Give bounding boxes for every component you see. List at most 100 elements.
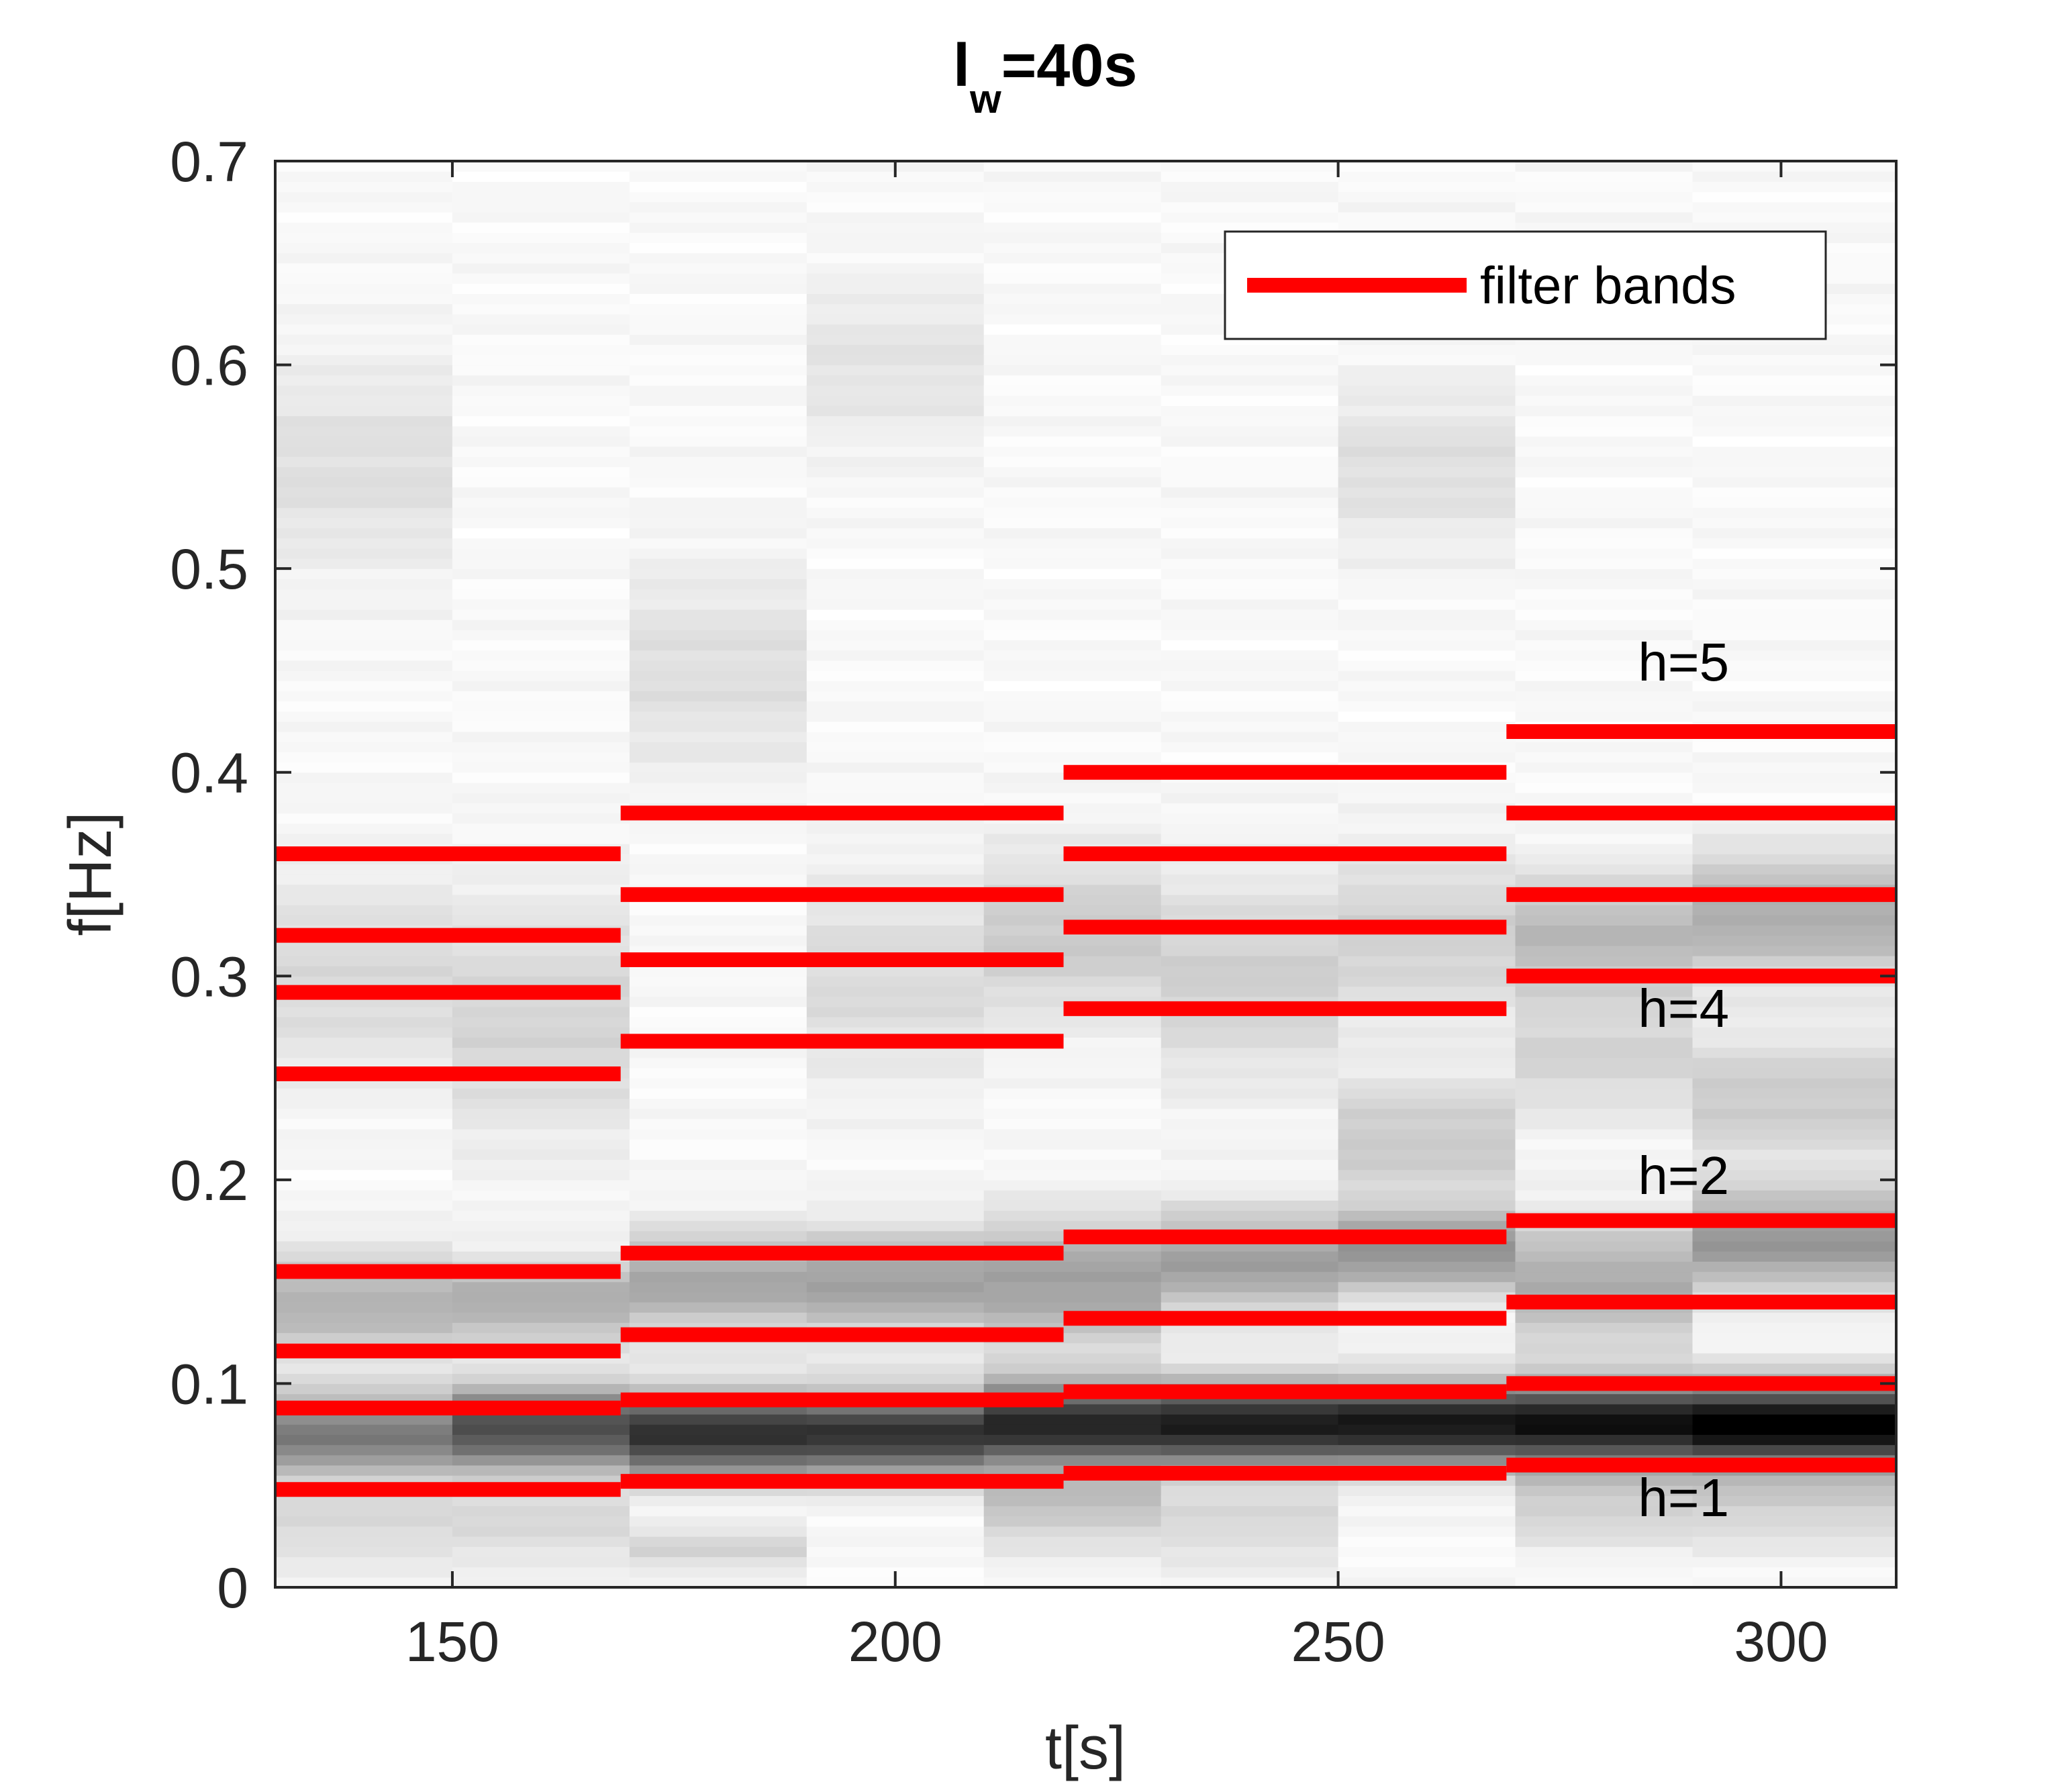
heatmap-cell <box>452 1546 630 1558</box>
heatmap-cell <box>983 466 1162 478</box>
heatmap-cell <box>1515 915 1693 926</box>
heatmap-cell <box>1161 558 1339 569</box>
heatmap-cell <box>452 1230 630 1242</box>
heatmap-cell <box>806 497 985 508</box>
heatmap-cell <box>1161 344 1339 355</box>
heatmap-cell <box>275 385 453 396</box>
heatmap-cell <box>1515 1139 1693 1150</box>
heatmap-cell <box>983 681 1162 691</box>
heatmap-cell <box>1515 1322 1693 1334</box>
heatmap-cell <box>1692 1342 1896 1354</box>
heatmap-cell <box>452 1006 630 1017</box>
heatmap-cell <box>629 844 807 854</box>
heatmap-cell <box>1515 528 1693 539</box>
heatmap-cell <box>1692 915 1896 926</box>
heatmap-cell <box>1692 609 1896 620</box>
heatmap-cell <box>1692 742 1896 752</box>
heatmap-cell <box>1161 691 1339 702</box>
heatmap-cell <box>1692 711 1896 722</box>
heatmap-cell <box>806 415 985 427</box>
heatmap-cell <box>629 1017 807 1028</box>
heatmap-cell <box>1161 538 1339 549</box>
heatmap-cell <box>806 1373 985 1385</box>
heatmap-cell <box>1692 1577 1896 1587</box>
heatmap-cell <box>1692 395 1896 406</box>
heatmap-cell <box>629 915 807 926</box>
heatmap-cell <box>806 1200 985 1211</box>
heatmap-cell <box>1515 1118 1693 1130</box>
heatmap-cell <box>1692 161 1896 172</box>
heatmap-cell <box>452 803 630 814</box>
heatmap-cell <box>1515 477 1693 488</box>
heatmap-cell <box>1338 466 1516 478</box>
heatmap-cell <box>983 701 1162 712</box>
heatmap-cell <box>275 211 453 223</box>
heatmap-cell <box>629 925 807 936</box>
heatmap-cell <box>452 1149 630 1160</box>
heatmap-cell <box>1338 1200 1516 1211</box>
heatmap-cell <box>629 303 807 315</box>
heatmap-cell <box>806 1179 985 1191</box>
heatmap-cell <box>452 548 630 559</box>
heatmap-cell <box>983 1342 1162 1354</box>
heatmap-cell <box>275 323 453 335</box>
heatmap-cell <box>1338 660 1516 671</box>
heatmap-cell <box>1161 894 1339 905</box>
heatmap-cell <box>983 273 1162 284</box>
heatmap-cell <box>452 1363 630 1374</box>
heatmap-cell <box>806 1352 985 1364</box>
heatmap-cell <box>806 1464 985 1476</box>
heatmap-cell <box>1515 1526 1693 1537</box>
heatmap-cell <box>275 823 453 834</box>
heatmap-cell <box>452 303 630 315</box>
heatmap-cell <box>452 1526 630 1537</box>
heatmap-cell <box>452 1139 630 1150</box>
heatmap-cell <box>1338 894 1516 905</box>
heatmap-cell <box>275 1454 453 1466</box>
heatmap-cell <box>629 660 807 671</box>
heatmap-cell <box>452 1332 630 1344</box>
heatmap-cell <box>629 1526 807 1537</box>
heatmap-cell <box>1161 864 1339 875</box>
heatmap-cell <box>452 436 630 447</box>
heatmap-cell <box>452 691 630 702</box>
heatmap-cell <box>275 721 453 732</box>
heatmap-cell <box>1338 436 1516 447</box>
heatmap-cell <box>983 966 1162 977</box>
heatmap-cell <box>983 1200 1162 1211</box>
heatmap-cell <box>629 1088 807 1099</box>
heatmap-cell <box>452 487 630 498</box>
heatmap-cell <box>452 701 630 712</box>
heatmap-cell <box>1161 640 1339 651</box>
heatmap-cell <box>1692 222 1896 233</box>
heatmap-cell <box>629 793 807 803</box>
heatmap-cell <box>1692 1281 1896 1293</box>
heatmap-cell <box>1692 375 1896 386</box>
heatmap-cell <box>1338 905 1516 915</box>
heatmap-cell <box>629 1291 807 1303</box>
heatmap-cell <box>1161 456 1339 467</box>
heatmap-cell <box>1692 589 1896 600</box>
heatmap-cell <box>452 1373 630 1385</box>
heatmap-cell <box>1692 1118 1896 1130</box>
heatmap-cell <box>983 732 1162 742</box>
heatmap-cell <box>629 1546 807 1558</box>
heatmap-cell <box>1515 599 1693 610</box>
heatmap-cell <box>452 273 630 284</box>
heatmap-cell <box>983 405 1162 417</box>
heatmap-cell <box>452 364 630 376</box>
heatmap-cell <box>1338 793 1516 803</box>
heatmap-cell <box>452 874 630 885</box>
heatmap-cell <box>1161 1271 1339 1283</box>
heatmap-cell <box>629 1424 807 1435</box>
heatmap-cell <box>1515 1190 1693 1201</box>
heatmap-cell <box>275 1240 453 1252</box>
heatmap-cell <box>1338 1251 1516 1262</box>
heatmap-cell <box>806 487 985 498</box>
heatmap-cell <box>1338 955 1516 966</box>
heatmap-cell <box>806 477 985 488</box>
heatmap-cell <box>452 1495 630 1507</box>
heatmap-cell <box>275 1291 453 1303</box>
heatmap-cell <box>275 1577 453 1587</box>
heatmap-cell <box>275 426 453 437</box>
